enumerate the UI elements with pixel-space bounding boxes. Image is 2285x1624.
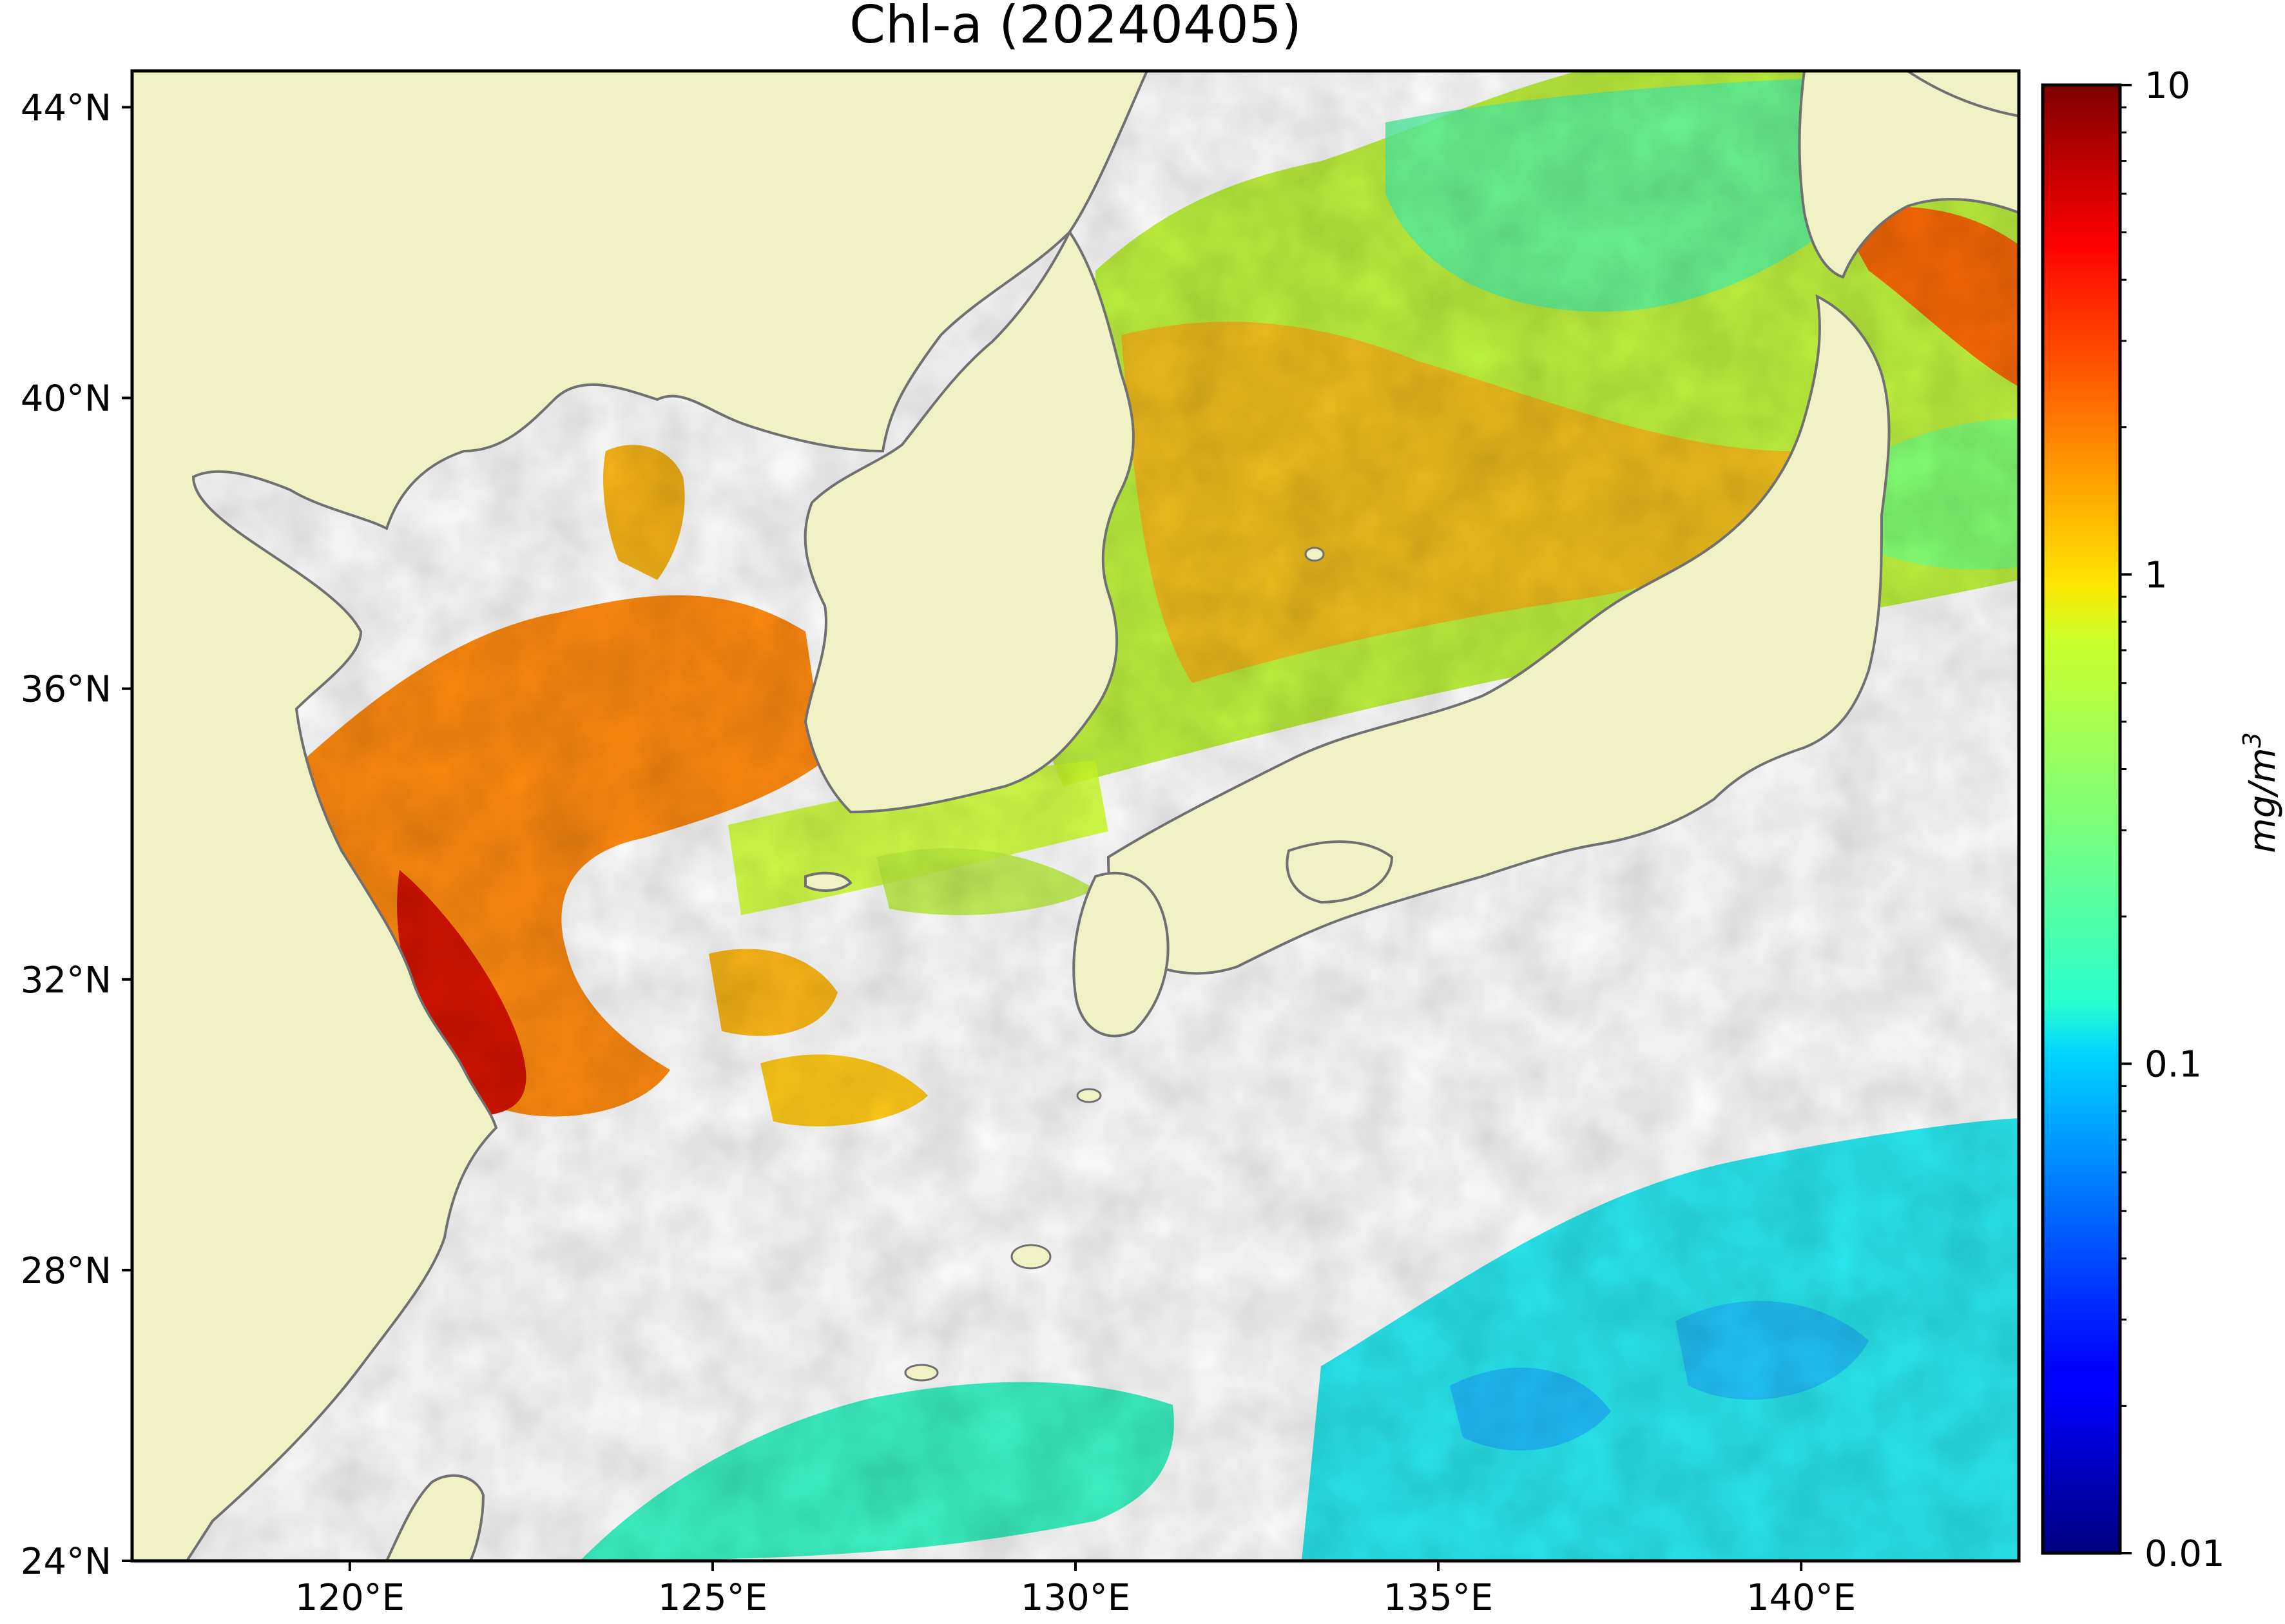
colorbar-frame [2041, 83, 2122, 1555]
colorbar-gradient [2043, 85, 2120, 1553]
longitude-axis: 120°E 125°E 130°E 135°E 140°E [295, 1561, 1856, 1619]
colorbar-tick-label: 0.1 [2145, 1044, 2202, 1086]
land-japan-shikoku [1286, 840, 1394, 904]
island-a [1010, 1244, 1052, 1270]
land-japan-hokkaido [1798, 71, 2019, 279]
lat-tick-label: 44°N [21, 87, 111, 129]
colorbar-tick-label: 1 [2145, 554, 2168, 596]
island-c [1076, 1088, 1102, 1103]
map-title: Chl-a (20240405) [849, 0, 1302, 55]
lat-tick-label: 28°N [21, 1250, 111, 1292]
lat-tick-label: 36°N [21, 669, 111, 711]
lon-tick-label: 135°E [1384, 1577, 1493, 1619]
colorbar-tick-label: 0.01 [2145, 1533, 2225, 1575]
colorbar-unit: mg/m3 [2238, 732, 2284, 853]
land-china [132, 71, 1149, 1561]
land-korea [804, 229, 1135, 814]
land-japan-honshu [1106, 294, 1891, 975]
island-d [1304, 546, 1325, 562]
lat-tick-label: 40°N [21, 378, 111, 420]
colorbar-unit-exp: 3 [2238, 732, 2266, 748]
map-area [132, 71, 2019, 1561]
lat-tick-label: 24°N [21, 1541, 111, 1583]
colorbar: 0.01 0.1 1 10 mg/m3 [2041, 65, 2284, 1575]
land-layer [132, 71, 2019, 1561]
lon-tick-label: 140°E [1746, 1577, 1856, 1619]
latitude-axis: 24°N 28°N 32°N 36°N 40°N 44°N [21, 87, 132, 1583]
land-japan-kyushu [1072, 871, 1170, 1038]
colorbar-ticks: 0.01 0.1 1 10 [2120, 65, 2225, 1575]
lon-tick-label: 120°E [295, 1577, 405, 1619]
land-jeju [804, 871, 853, 892]
island-b [904, 1364, 939, 1382]
lat-tick-label: 32°N [21, 960, 111, 1001]
land-taiwan [385, 1474, 485, 1561]
colorbar-tick-label: 10 [2145, 65, 2190, 107]
lon-tick-label: 125°E [658, 1577, 767, 1619]
colorbar-unit-base: mg/m [2242, 748, 2284, 853]
islands [904, 546, 1325, 1382]
lon-tick-label: 130°E [1021, 1577, 1130, 1619]
